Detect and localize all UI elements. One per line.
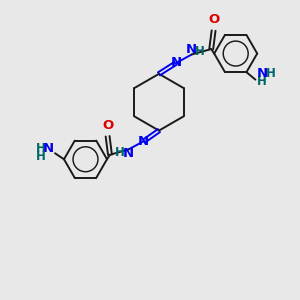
- Text: N: N: [257, 67, 268, 80]
- Text: H: H: [266, 67, 276, 80]
- Text: H: H: [195, 45, 205, 58]
- Text: N: N: [138, 135, 149, 148]
- Text: H: H: [36, 150, 46, 164]
- Text: H: H: [36, 142, 46, 155]
- Text: O: O: [208, 13, 219, 26]
- Text: N: N: [123, 147, 134, 161]
- Text: N: N: [42, 142, 53, 155]
- Text: N: N: [170, 56, 182, 69]
- Text: H: H: [115, 146, 125, 159]
- Text: N: N: [186, 44, 197, 56]
- Text: O: O: [102, 119, 113, 132]
- Text: H: H: [257, 75, 267, 88]
